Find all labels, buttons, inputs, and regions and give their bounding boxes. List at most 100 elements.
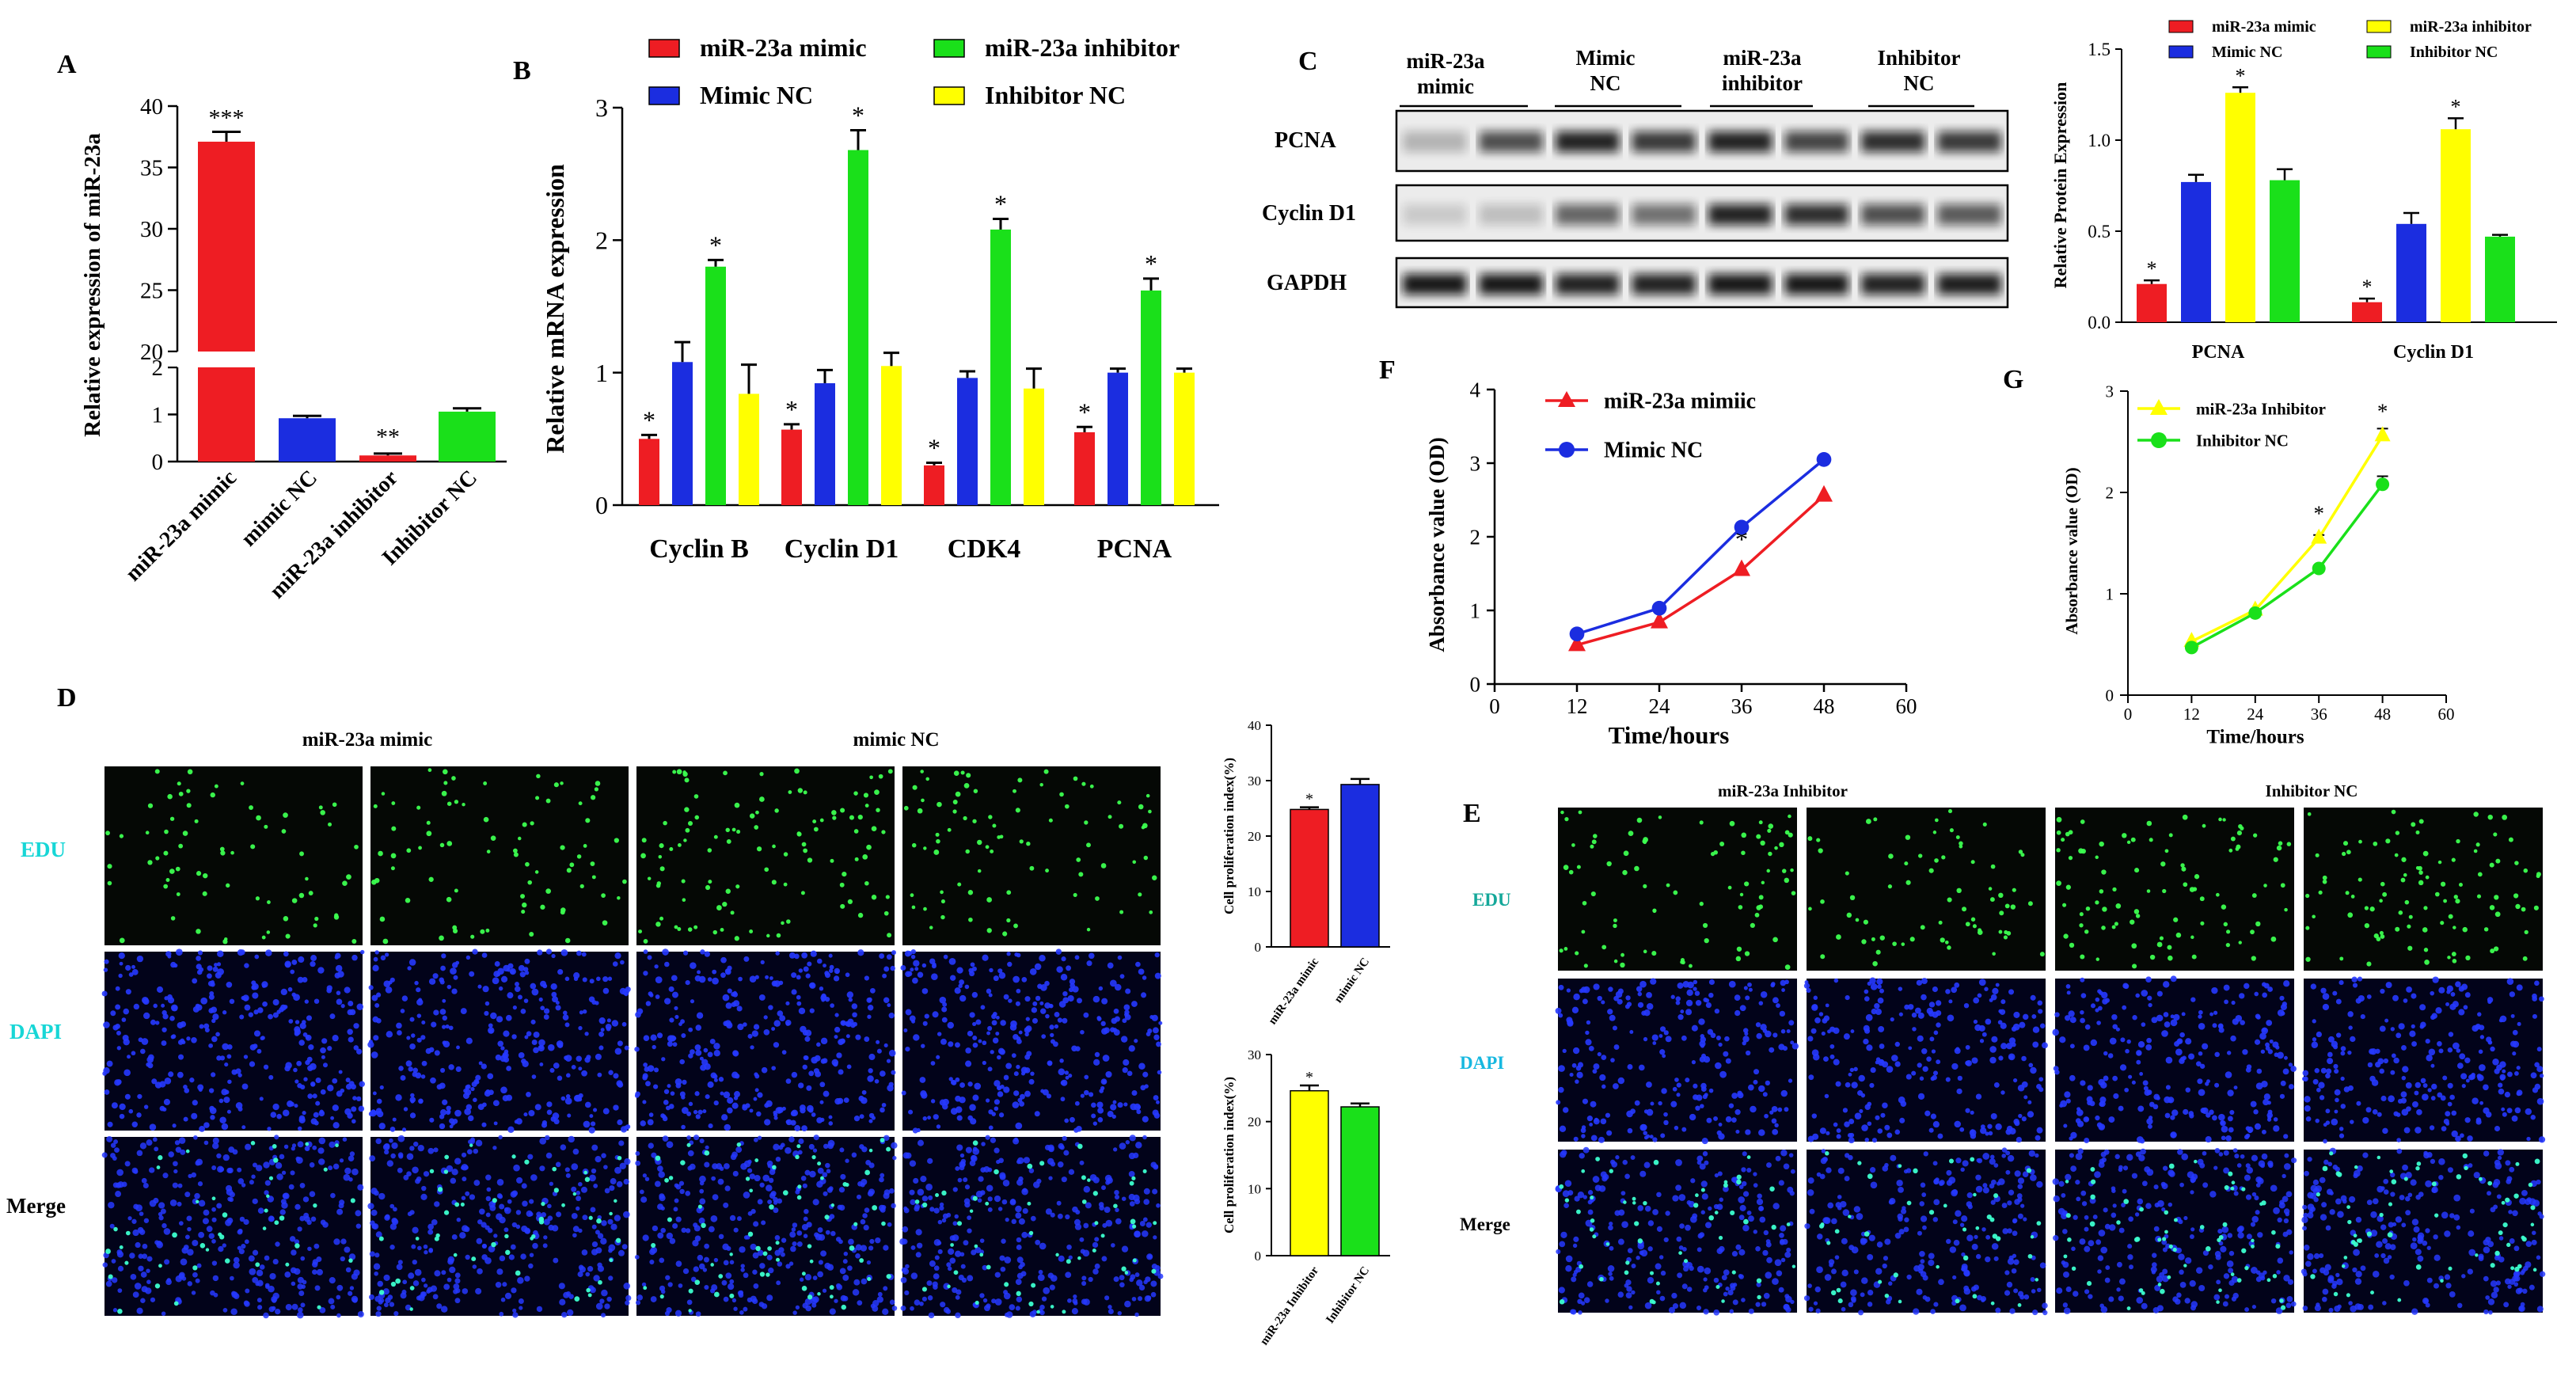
nucleus-dot <box>1867 981 1871 986</box>
nucleus-dot <box>887 1003 891 1007</box>
nucleus-dot <box>164 1259 170 1265</box>
nucleus-dot <box>2145 976 2152 983</box>
nucleus-dot <box>939 1205 944 1211</box>
nucleus-dot <box>383 1302 389 1308</box>
nucleus-dot <box>943 1306 950 1313</box>
nucleus-dot <box>272 1292 279 1300</box>
edu-dot <box>953 1270 959 1275</box>
nucleus-dot <box>1708 992 1714 998</box>
blot-band <box>1403 131 1467 152</box>
nucleus-dot <box>208 1043 214 1048</box>
nucleus-dot <box>389 1138 393 1143</box>
nucleus-dot <box>2066 990 2071 995</box>
edu-dot <box>584 1176 591 1182</box>
edu-dot <box>332 802 337 808</box>
nucleus-dot <box>442 1024 446 1029</box>
nucleus-dot <box>1158 1021 1163 1025</box>
nucleus-dot <box>123 1038 130 1046</box>
nucleus-dot <box>1627 1064 1633 1070</box>
nucleus-dot <box>107 1121 113 1127</box>
nucleus-dot <box>229 998 235 1005</box>
nucleus-dot <box>256 1298 262 1303</box>
nucleus-dot <box>226 981 233 988</box>
nucleus-dot <box>2221 1135 2226 1141</box>
blot-lane-4-line1: Inhibitor <box>1877 46 1960 70</box>
edu-dot <box>167 793 173 800</box>
nucleus-dot <box>2263 983 2270 989</box>
nucleus-dot <box>2080 977 2085 983</box>
nucleus-dot <box>2272 1041 2279 1048</box>
nucleus-dot <box>698 975 706 983</box>
nucleus-dot <box>1024 1090 1031 1097</box>
nucleus-dot <box>2498 1082 2503 1088</box>
nucleus-dot <box>1575 1079 1579 1084</box>
edu-dot <box>285 1262 290 1267</box>
nucleus-dot <box>597 1072 602 1078</box>
nucleus-dot <box>792 1222 798 1228</box>
nucleus-dot <box>119 1113 125 1119</box>
nucleus-dot <box>543 1218 550 1226</box>
nucleus-dot <box>1564 1180 1572 1187</box>
nucleus-dot <box>2069 1074 2076 1081</box>
edu-dot <box>529 932 534 937</box>
nucleus-dot <box>2516 1066 2521 1070</box>
edu-dot <box>672 770 677 774</box>
nucleus-dot <box>809 1008 815 1013</box>
nucleus-dot <box>846 1064 852 1070</box>
nucleus-dot <box>1117 1311 1122 1316</box>
edu-dot <box>264 824 268 829</box>
edu-dot <box>1148 809 1152 814</box>
edu-dot <box>1820 899 1825 904</box>
nucleus-dot <box>2059 1103 2064 1108</box>
edu-dot <box>781 921 785 926</box>
nucleus-dot <box>886 1059 891 1063</box>
nucleus-dot <box>2165 1056 2173 1064</box>
nucleus-dot <box>1000 1085 1005 1089</box>
nucleus-dot <box>172 1182 178 1188</box>
edu-dot <box>659 916 664 921</box>
nucleus-dot <box>506 967 511 972</box>
nucleus-dot <box>396 1022 402 1029</box>
edu-dot <box>664 1177 669 1183</box>
nucleus-dot <box>1038 1269 1043 1275</box>
edu-dot <box>1699 901 1704 907</box>
nucleus-dot <box>218 1245 224 1252</box>
nucleus-dot <box>969 1012 975 1018</box>
edu-dot <box>117 1308 123 1314</box>
edu-dot <box>868 1148 873 1153</box>
edu-dot <box>210 792 215 798</box>
nucleus-dot <box>713 1257 719 1263</box>
nucleus-dot <box>2479 1100 2484 1105</box>
nucleus-dot <box>2213 1010 2218 1015</box>
nucleus-dot <box>119 1103 126 1111</box>
nucleus-dot <box>827 1142 834 1150</box>
nucleus-dot <box>928 1312 935 1319</box>
nucleus-dot <box>487 1073 494 1080</box>
nucleus-dot <box>861 1146 868 1153</box>
nucleus-dot <box>284 962 291 968</box>
nucleus-dot <box>1021 1188 1028 1195</box>
edu-dot <box>553 782 559 788</box>
nucleus-dot <box>1108 1308 1114 1314</box>
nucleus-dot <box>1088 952 1095 960</box>
edu-dot <box>947 1284 951 1289</box>
nucleus-dot <box>1003 1074 1009 1081</box>
edu-dot <box>734 802 740 808</box>
edu-dot <box>1013 923 1018 929</box>
nucleus-dot <box>481 1222 487 1228</box>
edu-dot <box>2252 833 2258 838</box>
nucleus-dot <box>1030 1071 1035 1076</box>
significance-mark: * <box>2362 276 2373 298</box>
nucleus-dot <box>1156 1100 1160 1104</box>
nucleus-dot <box>883 1189 891 1196</box>
edu-dot <box>940 914 945 920</box>
nucleus-dot <box>1142 1217 1148 1222</box>
nucleus-dot <box>1134 1230 1141 1237</box>
edu-dot <box>1606 861 1612 867</box>
edu-dot <box>956 1221 963 1226</box>
nucleus-dot <box>2502 1112 2507 1117</box>
nucleus-dot <box>499 1255 506 1262</box>
nucleus-dot <box>914 1206 920 1212</box>
nucleus-dot <box>1922 1066 1928 1072</box>
nucleus-dot <box>614 1214 621 1222</box>
